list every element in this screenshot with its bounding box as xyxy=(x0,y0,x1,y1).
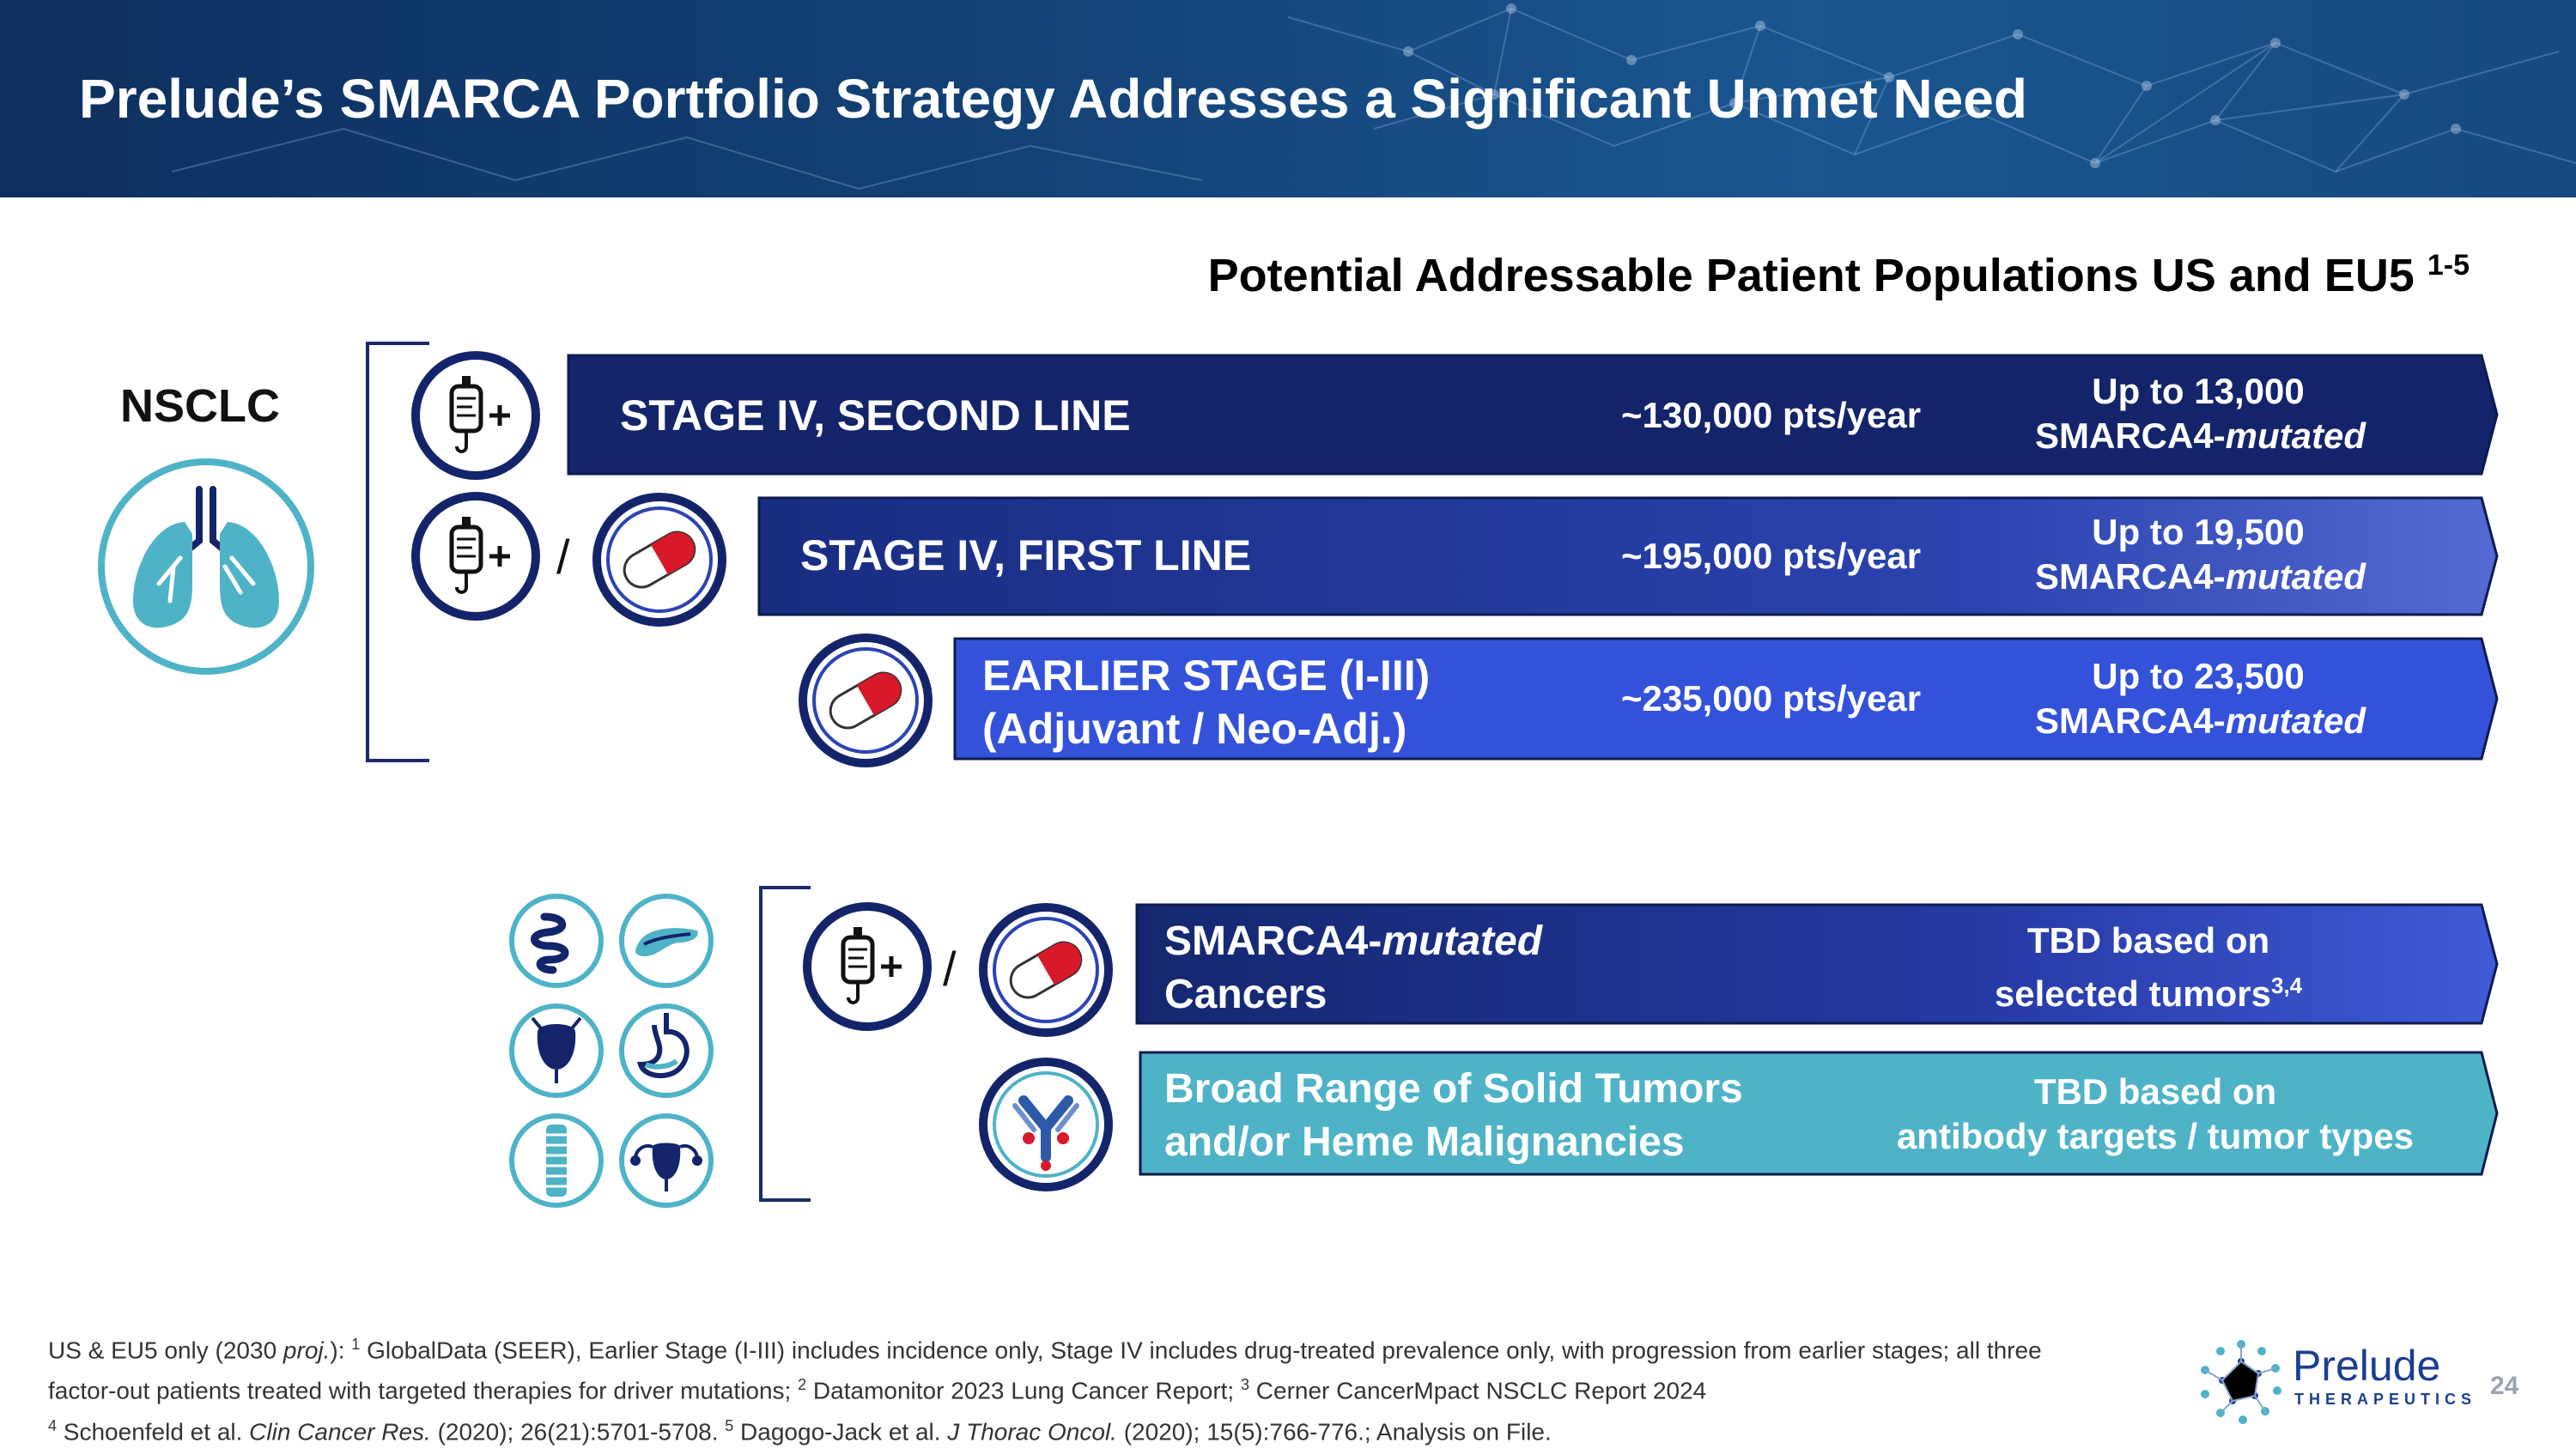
footnote-text: (2020); 26(21):5701-5708. xyxy=(430,1417,726,1445)
addressable-count-line1: Up to 23,500 xyxy=(2092,656,2305,696)
network-background xyxy=(171,3,2576,191)
row-label-line2: (Adjuvant / Neo-Adj.) xyxy=(982,705,1407,753)
footnote-sup: 4 xyxy=(48,1416,58,1434)
iv-bag-icon xyxy=(803,902,932,1031)
row-label-line1: SMARCA4-mutated xyxy=(1164,915,1542,968)
intestine-icon xyxy=(509,894,604,988)
footnote-text: US & EU5 only (2030 xyxy=(48,1337,283,1364)
nsclc-label: NSCLC xyxy=(120,380,280,432)
row-label-line2: and/or Heme Malignancies xyxy=(1164,1119,1685,1165)
row-label: STAGE IV, SECOND LINE xyxy=(620,391,1131,440)
slide-title: Prelude’s SMARCA Portfolio Strategy Addr… xyxy=(79,68,2027,130)
bladder-icon xyxy=(509,1003,604,1098)
logo-subtitle: THERAPEUTICS xyxy=(2294,1391,2477,1408)
addressable-count-line1: TBD based on xyxy=(2033,1071,2277,1112)
banner-shape xyxy=(757,496,2499,616)
footnote-sup: 1 xyxy=(351,1336,361,1353)
page-number: 24 xyxy=(2490,1372,2519,1400)
addressable-count: TBD based on selected tumors3,4 xyxy=(1959,919,2337,1016)
mutation-italic: mutated xyxy=(1382,919,1543,964)
subtitle-reference: 1-5 xyxy=(2427,249,2470,282)
row-label-line1: EARLIER STAGE (I-III) xyxy=(982,652,1431,700)
footnote-italic: J Thorac Oncol. xyxy=(947,1417,1117,1445)
addressable-count-line2: SMARCA4-mutated xyxy=(2035,414,2366,458)
addressable-count-line2: antibody targets / tumor types xyxy=(1896,1116,2415,1156)
addressable-count-line1: Up to 13,000 xyxy=(2092,371,2305,411)
lungs-icon xyxy=(98,458,314,675)
row-label-line2: Cancers xyxy=(1164,972,1327,1017)
row-label: EARLIER STAGE (I-III) (Adjuvant / Neo-Ad… xyxy=(982,649,1430,755)
banner-shape xyxy=(953,637,2499,761)
or-separator: / xyxy=(943,942,957,996)
iv-bag-icon xyxy=(411,351,540,480)
addressable-count: Up to 23,500 SMARCA4-mutated xyxy=(2035,654,2366,743)
reference-sup: 3,4 xyxy=(2270,973,2303,998)
footnote-italic: proj. xyxy=(283,1337,331,1364)
row-label-line1: Broad Range of Solid Tumors xyxy=(1164,1066,1743,1112)
banner-broad-range-tumors: Broad Range of Solid Tumors and/or Heme … xyxy=(1139,1051,2499,1176)
header-bar: Prelude’s SMARCA Portfolio Strategy Addr… xyxy=(0,0,2576,197)
mutation-prefix: SMARCA4- xyxy=(2035,415,2226,456)
footnote-sup: 5 xyxy=(725,1416,734,1434)
patients-per-year: ~130,000 pts/year xyxy=(1621,395,1922,435)
footnote-text: GlobalData (SEER), Earlier Stage (I-III)… xyxy=(48,1337,2042,1404)
banner-stage-iv-second-line: STAGE IV, SECOND LINE ~130,000 pts/year … xyxy=(567,354,2499,476)
banner-earlier-stage: EARLIER STAGE (I-III) (Adjuvant / Neo-Ad… xyxy=(953,637,2499,761)
mutation-prefix: SMARCA4- xyxy=(2035,556,2226,597)
or-separator: / xyxy=(556,530,570,584)
addressable-count-line2: SMARCA4-mutated xyxy=(2035,555,2366,599)
pancreas-icon xyxy=(619,894,714,988)
stomach-icon xyxy=(619,1003,714,1098)
mutation-italic: mutated xyxy=(2225,415,2366,456)
addressable-count: Up to 13,000 SMARCA4-mutated xyxy=(2035,369,2366,458)
addressable-count-line2: SMARCA4-mutated xyxy=(2035,699,2366,743)
pill-icon xyxy=(799,634,933,767)
banner-shape xyxy=(1135,903,2499,1025)
addressable-count-line2: selected tumors3,4 xyxy=(1959,963,2337,1016)
patients-per-year: ~235,000 pts/year xyxy=(1621,678,1922,718)
addressable-count-line1: Up to 19,500 xyxy=(2092,512,2305,552)
footnote-text: ): xyxy=(330,1337,352,1364)
footnote-text: Datamonitor 2023 Lung Cancer Report; xyxy=(806,1377,1241,1404)
footnote-sup: 3 xyxy=(1241,1376,1250,1394)
uterus-icon xyxy=(619,1113,714,1208)
mutation-prefix: SMARCA4- xyxy=(1164,919,1382,964)
footnote-italic: Clin Cancer Res. xyxy=(249,1417,431,1445)
patients-per-year: ~195,000 pts/year xyxy=(1621,536,1922,576)
logo-wordmark: Prelude xyxy=(2293,1342,2441,1390)
prelude-logo-icon xyxy=(2201,1340,2281,1424)
subtitle-text: Potential Addressable Patient Population… xyxy=(1207,250,2415,301)
footnote-text: (2020); 15(5):766-776.; Analysis on File… xyxy=(1116,1417,1552,1445)
nsclc-bracket xyxy=(366,342,429,762)
addressable-count: TBD based on antibody targets / tumor ty… xyxy=(1880,1070,2430,1159)
row-label: STAGE IV, FIRST LINE xyxy=(800,531,1252,579)
mutation-italic: mutated xyxy=(2225,700,2366,741)
organ-icon-grid xyxy=(509,894,714,1208)
mutation-italic: mutated xyxy=(2225,556,2366,597)
banner-stage-iv-first-line: STAGE IV, FIRST LINE ~195,000 pts/year U… xyxy=(757,496,2499,616)
footnote: US & EU5 only (2030 proj.): 1 GlobalData… xyxy=(48,1327,2109,1449)
footnote-text: Cerner CancerMpact NSCLC Report 2024 xyxy=(1249,1377,1707,1404)
row-label: Broad Range of Solid Tumors and/or Heme … xyxy=(1164,1063,1743,1169)
footnote-text: Dagogo-Jack et al. xyxy=(733,1417,948,1445)
addressable-count: Up to 19,500 SMARCA4-mutated xyxy=(2035,510,2366,599)
footnote-text: Schoenfeld et al. xyxy=(57,1417,250,1445)
row-label: SMARCA4-mutated Cancers xyxy=(1164,915,1542,1022)
other-bracket xyxy=(759,886,811,1202)
mutation-prefix: SMARCA4- xyxy=(2035,700,2226,741)
tbd-text: selected tumors xyxy=(1994,973,2271,1014)
section-subtitle: Potential Addressable Patient Population… xyxy=(1208,249,2470,302)
banner-shape xyxy=(1139,1051,2499,1176)
pill-icon xyxy=(979,903,1113,1037)
addressable-count-line1: TBD based on xyxy=(2026,920,2270,961)
banner-smarca4-mutated-cancers: SMARCA4-mutated Cancers TBD based on sel… xyxy=(1135,903,2499,1025)
antibody-icon xyxy=(979,1058,1113,1191)
iv-bag-icon xyxy=(411,492,540,621)
footnote-sup: 2 xyxy=(798,1376,807,1394)
esophagus-icon xyxy=(509,1113,604,1208)
pill-icon xyxy=(592,493,726,627)
banner-shape xyxy=(567,354,2499,476)
